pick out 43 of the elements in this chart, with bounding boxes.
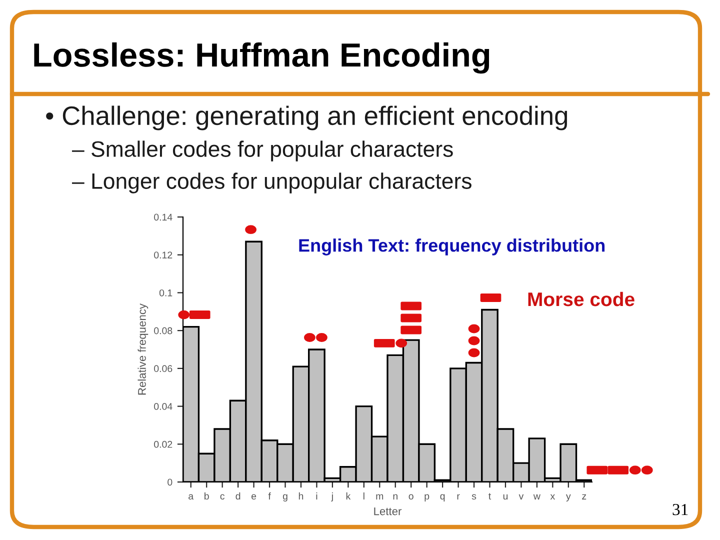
x-tick-label: r: [457, 494, 460, 500]
text: Lossless: Huffman Encoding: [34, 42, 490, 74]
x-tick-label: v: [518, 494, 524, 500]
x-tick-label: n: [393, 494, 398, 500]
text: • Challenge: generating an efficient encoding: [46, 106, 568, 130]
y-tick-label: 0.14: [154, 214, 172, 221]
x-tick-label: i: [316, 492, 318, 500]
x-tick-label: g: [282, 494, 288, 502]
text: 31: [672, 504, 688, 516]
x-axis-title: Letter: [374, 507, 402, 516]
x-tick-label: d: [236, 492, 240, 500]
y-tick-label: 0.12: [154, 252, 172, 258]
x-tick-label: y: [566, 494, 571, 502]
y-tick-label: 0.1: [159, 289, 172, 296]
y-tick-label: 0: [168, 478, 172, 486]
x-tick-label: f: [268, 492, 271, 500]
x-tick-label: t: [488, 493, 492, 500]
x-tick-label: s: [472, 494, 476, 500]
x-tick-label: k: [346, 492, 351, 500]
x-tick-label: e: [252, 494, 256, 500]
x-tick-label: l: [363, 492, 364, 500]
x-tick-label: c: [220, 494, 224, 500]
text: English Text: frequency distribution: [299, 238, 605, 256]
x-tick-label: w: [533, 494, 540, 500]
x-tick-label: a: [188, 494, 194, 500]
y-tick-label: 0.04: [154, 403, 172, 410]
text: – Smaller codes for popular characters: [72, 140, 453, 162]
y-tick-label: 0.02: [154, 440, 172, 448]
y-tick-label: 0.06: [154, 365, 172, 372]
x-tick-label: j: [331, 492, 333, 502]
y-tick-label: 0.08: [154, 327, 172, 334]
x-tick-label: u: [503, 494, 508, 500]
x-tick-label: o: [408, 494, 414, 500]
x-tick-label: h: [298, 492, 304, 500]
text: – Longer codes for unpopular characters: [72, 172, 472, 194]
x-tick-label: b: [204, 492, 209, 500]
x-tick-label: p: [424, 494, 430, 502]
x-tick-label: x: [550, 494, 555, 500]
x-tick-label: z: [582, 494, 586, 500]
x-tick-label: q: [440, 494, 445, 502]
y-axis-title: Relative frequency: [138, 304, 148, 395]
x-tick-label: m: [376, 494, 384, 500]
annotation: Morse code: [528, 292, 634, 306]
